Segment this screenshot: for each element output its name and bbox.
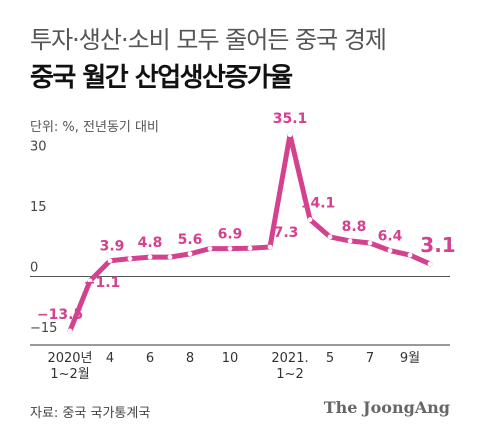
data-label: −1.1: [84, 275, 121, 291]
data-labels-layer: −13.5−1.1 3.9 4.8 5.6 6.9 7.3 35.1 14.1 8.8 6.4 3.…: [37, 111, 456, 323]
x-tick-label: 8: [186, 351, 194, 366]
x-tick-label: 9월: [400, 351, 420, 366]
y-tick-label: −15: [30, 321, 57, 336]
data-label: 3.1: [420, 233, 455, 257]
data-point: [147, 254, 153, 260]
x-tick-label: 2021. 1~2: [271, 351, 308, 382]
x-tick-label-line: 4: [106, 351, 114, 366]
series-line-layer: [67, 132, 433, 334]
series-line: [67, 132, 433, 334]
source-note: 자료: 중국 국가통계국: [30, 406, 151, 421]
data-point: [107, 258, 113, 264]
headline: 투자·생산·소비 모두 줄어든 중국 경제: [30, 26, 387, 54]
data-point: [207, 246, 213, 252]
y-tick-label: 30: [30, 139, 47, 154]
brand-logo: The JoongAng: [323, 398, 450, 417]
data-label: 5.6: [178, 232, 203, 248]
x-tick-label: 5: [326, 351, 334, 366]
x-tick-label-line: 1~2월: [50, 367, 89, 382]
data-label: 6.4: [378, 229, 403, 245]
data-point: [267, 244, 273, 250]
x-tick-label-line: 10: [222, 351, 239, 366]
data-point: [427, 261, 433, 267]
data-label: 6.9: [218, 227, 243, 243]
x-tick-label-line: 2021.: [271, 351, 308, 366]
data-point: [387, 248, 393, 254]
y-tick-label: 0: [30, 260, 38, 275]
x-tick-label-line: 2020년: [47, 351, 92, 366]
data-point: [227, 246, 233, 252]
data-point: [127, 256, 133, 262]
x-tick-label: 7: [366, 351, 374, 366]
data-label: 3.9: [100, 239, 125, 255]
data-point: [187, 251, 193, 257]
x-tick-label-line: 7: [366, 351, 374, 366]
x-tick-label-line: 9월: [400, 351, 420, 366]
data-point: [307, 217, 313, 222]
data-label: 8.8: [342, 219, 367, 235]
data-point: [327, 234, 333, 240]
data-point: [87, 278, 93, 284]
data-point: [167, 254, 173, 260]
unit-note: 단위: %, 전년동기 대비: [30, 120, 159, 135]
x-tick-label-line: 5: [326, 351, 334, 366]
x-tick-label-line: 6: [146, 351, 154, 366]
data-points-layer: [67, 132, 433, 334]
data-label: 4.8: [138, 235, 163, 251]
data-label: 35.1: [273, 111, 308, 127]
x-tick-label: 6: [146, 351, 154, 366]
data-point: [287, 132, 293, 138]
data-label: 14.1: [301, 196, 336, 212]
x-tick-label-line: 8: [186, 351, 194, 366]
data-point: [347, 238, 353, 244]
data-label: −13.5: [37, 307, 83, 323]
data-point: [247, 245, 253, 251]
data-point: [67, 328, 73, 334]
x-tick-label-line: 1~2: [276, 367, 303, 382]
x-tick-label: 2020년 1~2월: [47, 351, 92, 382]
x-tick-label: 10: [222, 351, 239, 366]
axes-layer: −15 0 15 30 2020년 1~2월 4 6 8 10 2021. 1~2 5 7 9월: [30, 139, 450, 382]
data-point: [367, 240, 373, 246]
data-label: 7.3: [274, 225, 299, 241]
y-tick-label: 15: [30, 200, 47, 215]
chart-title: 중국 월간 산업생산증가율: [30, 63, 293, 93]
data-point: [407, 252, 413, 258]
x-tick-label: 4: [106, 351, 114, 366]
